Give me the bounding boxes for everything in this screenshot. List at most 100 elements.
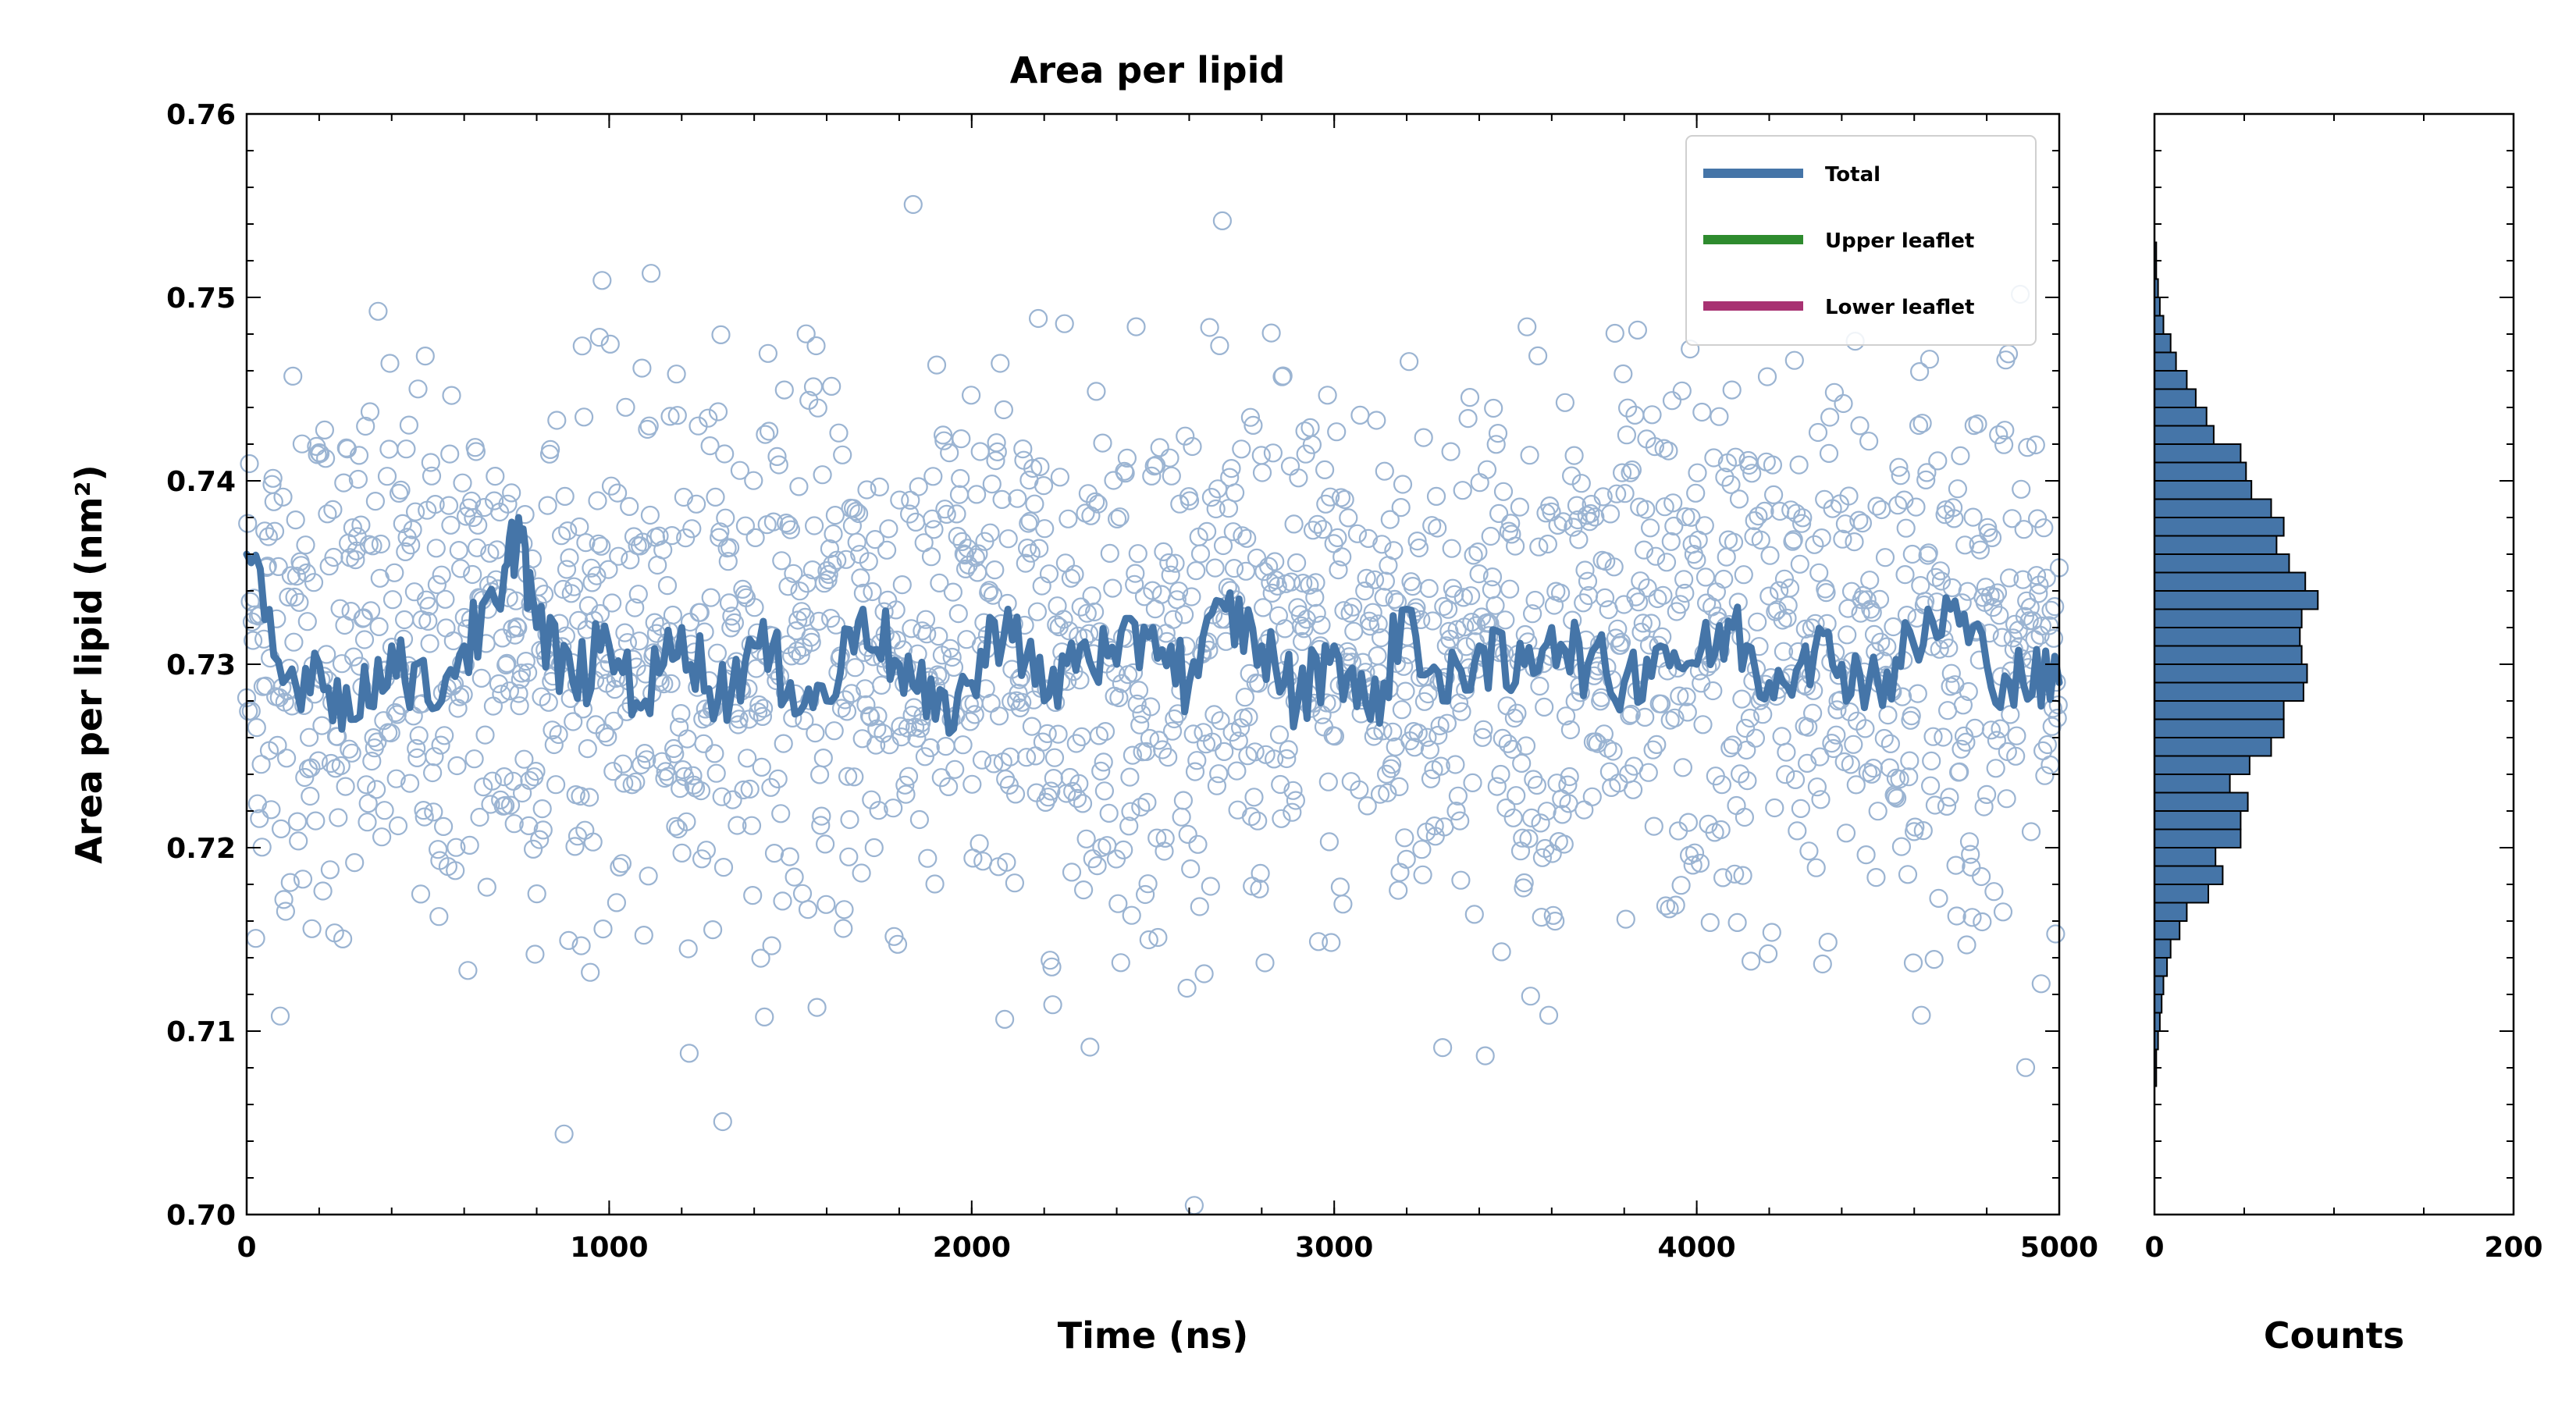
scatter-point xyxy=(895,775,915,795)
scatter-point xyxy=(1393,475,1413,494)
scatter-point xyxy=(1561,466,1582,486)
scatter-point xyxy=(323,500,343,520)
histogram-bar xyxy=(2154,810,2242,831)
scatter-point xyxy=(1418,684,1438,704)
scatter-point xyxy=(447,756,467,776)
scatter-point xyxy=(852,863,871,883)
scatter-point xyxy=(1745,728,1765,748)
scatter-point xyxy=(368,301,388,321)
scatter-point xyxy=(784,564,803,583)
scatter-point xyxy=(1560,767,1579,787)
scatter-point xyxy=(996,769,1016,789)
scatter-point xyxy=(1564,446,1584,465)
scatter-point xyxy=(1569,530,1589,550)
scatter-point xyxy=(1300,418,1320,438)
scatter-point xyxy=(1451,870,1471,890)
scatter-point xyxy=(1812,528,1831,548)
scatter-point xyxy=(429,907,449,927)
scatter-point xyxy=(1283,802,1302,822)
scatter-point xyxy=(1094,752,1113,772)
scatter-point xyxy=(1194,964,1214,984)
scatter-point xyxy=(1774,569,1795,589)
scatter-point xyxy=(358,813,377,832)
scatter-point xyxy=(2018,438,2037,457)
scatter-point xyxy=(1039,564,1059,584)
scatter-point xyxy=(639,866,658,886)
scatter-point xyxy=(1397,849,1416,870)
scatter-point xyxy=(1050,468,1070,487)
scatter-point xyxy=(1574,800,1594,820)
scatter-point xyxy=(241,701,261,721)
scatter-point xyxy=(1311,615,1331,635)
scatter-point xyxy=(385,563,404,582)
scatter-point xyxy=(546,775,566,795)
scatter-point xyxy=(792,884,813,903)
scatter-point xyxy=(1182,587,1201,606)
scatter-point xyxy=(375,801,394,820)
scatter-point xyxy=(482,771,502,791)
scatter-point xyxy=(798,899,818,919)
scatter-point xyxy=(1111,953,1130,973)
scatter-point xyxy=(1236,561,1256,581)
scatter-point xyxy=(868,706,888,726)
scatter-point xyxy=(525,944,545,964)
scatter-point xyxy=(334,473,354,493)
scatter-point xyxy=(1819,443,1839,464)
scatter-point xyxy=(1250,879,1269,898)
scatter-point xyxy=(1753,705,1773,724)
scatter-point xyxy=(424,802,443,822)
scatter-point xyxy=(330,599,350,618)
scatter-point xyxy=(1126,564,1145,583)
scatter-point xyxy=(945,759,965,779)
scatter-point xyxy=(1634,540,1654,560)
scatter-point xyxy=(2025,630,2044,649)
scatter-point xyxy=(893,640,913,660)
scatter-point xyxy=(391,480,411,500)
scatter-point xyxy=(930,573,949,593)
scatter-point xyxy=(1816,582,1836,603)
scatter-point xyxy=(1251,446,1271,465)
scatter-point xyxy=(1268,606,1289,625)
scatter-point xyxy=(415,347,435,366)
scatter-point xyxy=(2037,735,2057,755)
scatter-point xyxy=(1554,834,1574,854)
scatter-point xyxy=(390,483,409,503)
scatter-point xyxy=(1544,596,1564,615)
scatter-point xyxy=(1641,518,1660,538)
scatter-point xyxy=(605,679,624,699)
scatter-point xyxy=(1202,732,1222,752)
scatter-point xyxy=(405,502,425,521)
scatter-point xyxy=(1813,954,1832,974)
scatter-point xyxy=(1981,720,2001,740)
scatter-point xyxy=(1469,564,1489,584)
scatter-point xyxy=(2044,628,2064,648)
scatter-point xyxy=(1748,612,1767,631)
scatter-point xyxy=(2037,568,2056,588)
scatter-point xyxy=(1594,724,1614,744)
scatter-point xyxy=(1755,501,1774,521)
scatter-point xyxy=(1306,573,1325,592)
scatter-point xyxy=(244,631,263,650)
scatter-point xyxy=(719,593,739,613)
scatter-point xyxy=(923,509,942,529)
scatter-point xyxy=(454,685,473,704)
x-tick-label: 3000 xyxy=(1295,1232,1373,1264)
scatter-point xyxy=(1772,727,1791,746)
scatter-point xyxy=(924,520,944,539)
scatter-point xyxy=(1395,828,1414,848)
scatter-point xyxy=(713,1112,732,1132)
scatter-point xyxy=(815,834,835,854)
scatter-point xyxy=(1016,748,1037,767)
scatter-point xyxy=(1127,694,1147,714)
scatter-point xyxy=(1806,858,1826,877)
scatter-point xyxy=(1005,784,1026,804)
y-tick-label: 0.73 xyxy=(166,649,236,681)
scatter-point xyxy=(937,504,956,525)
scatter-point xyxy=(745,598,764,617)
scatter-point xyxy=(1245,742,1265,762)
scatter-point xyxy=(927,665,948,685)
histogram-bar xyxy=(2154,333,2172,354)
scatter-point xyxy=(1948,479,1967,499)
scatter-point xyxy=(1789,455,1809,475)
scatter-point xyxy=(284,632,304,652)
